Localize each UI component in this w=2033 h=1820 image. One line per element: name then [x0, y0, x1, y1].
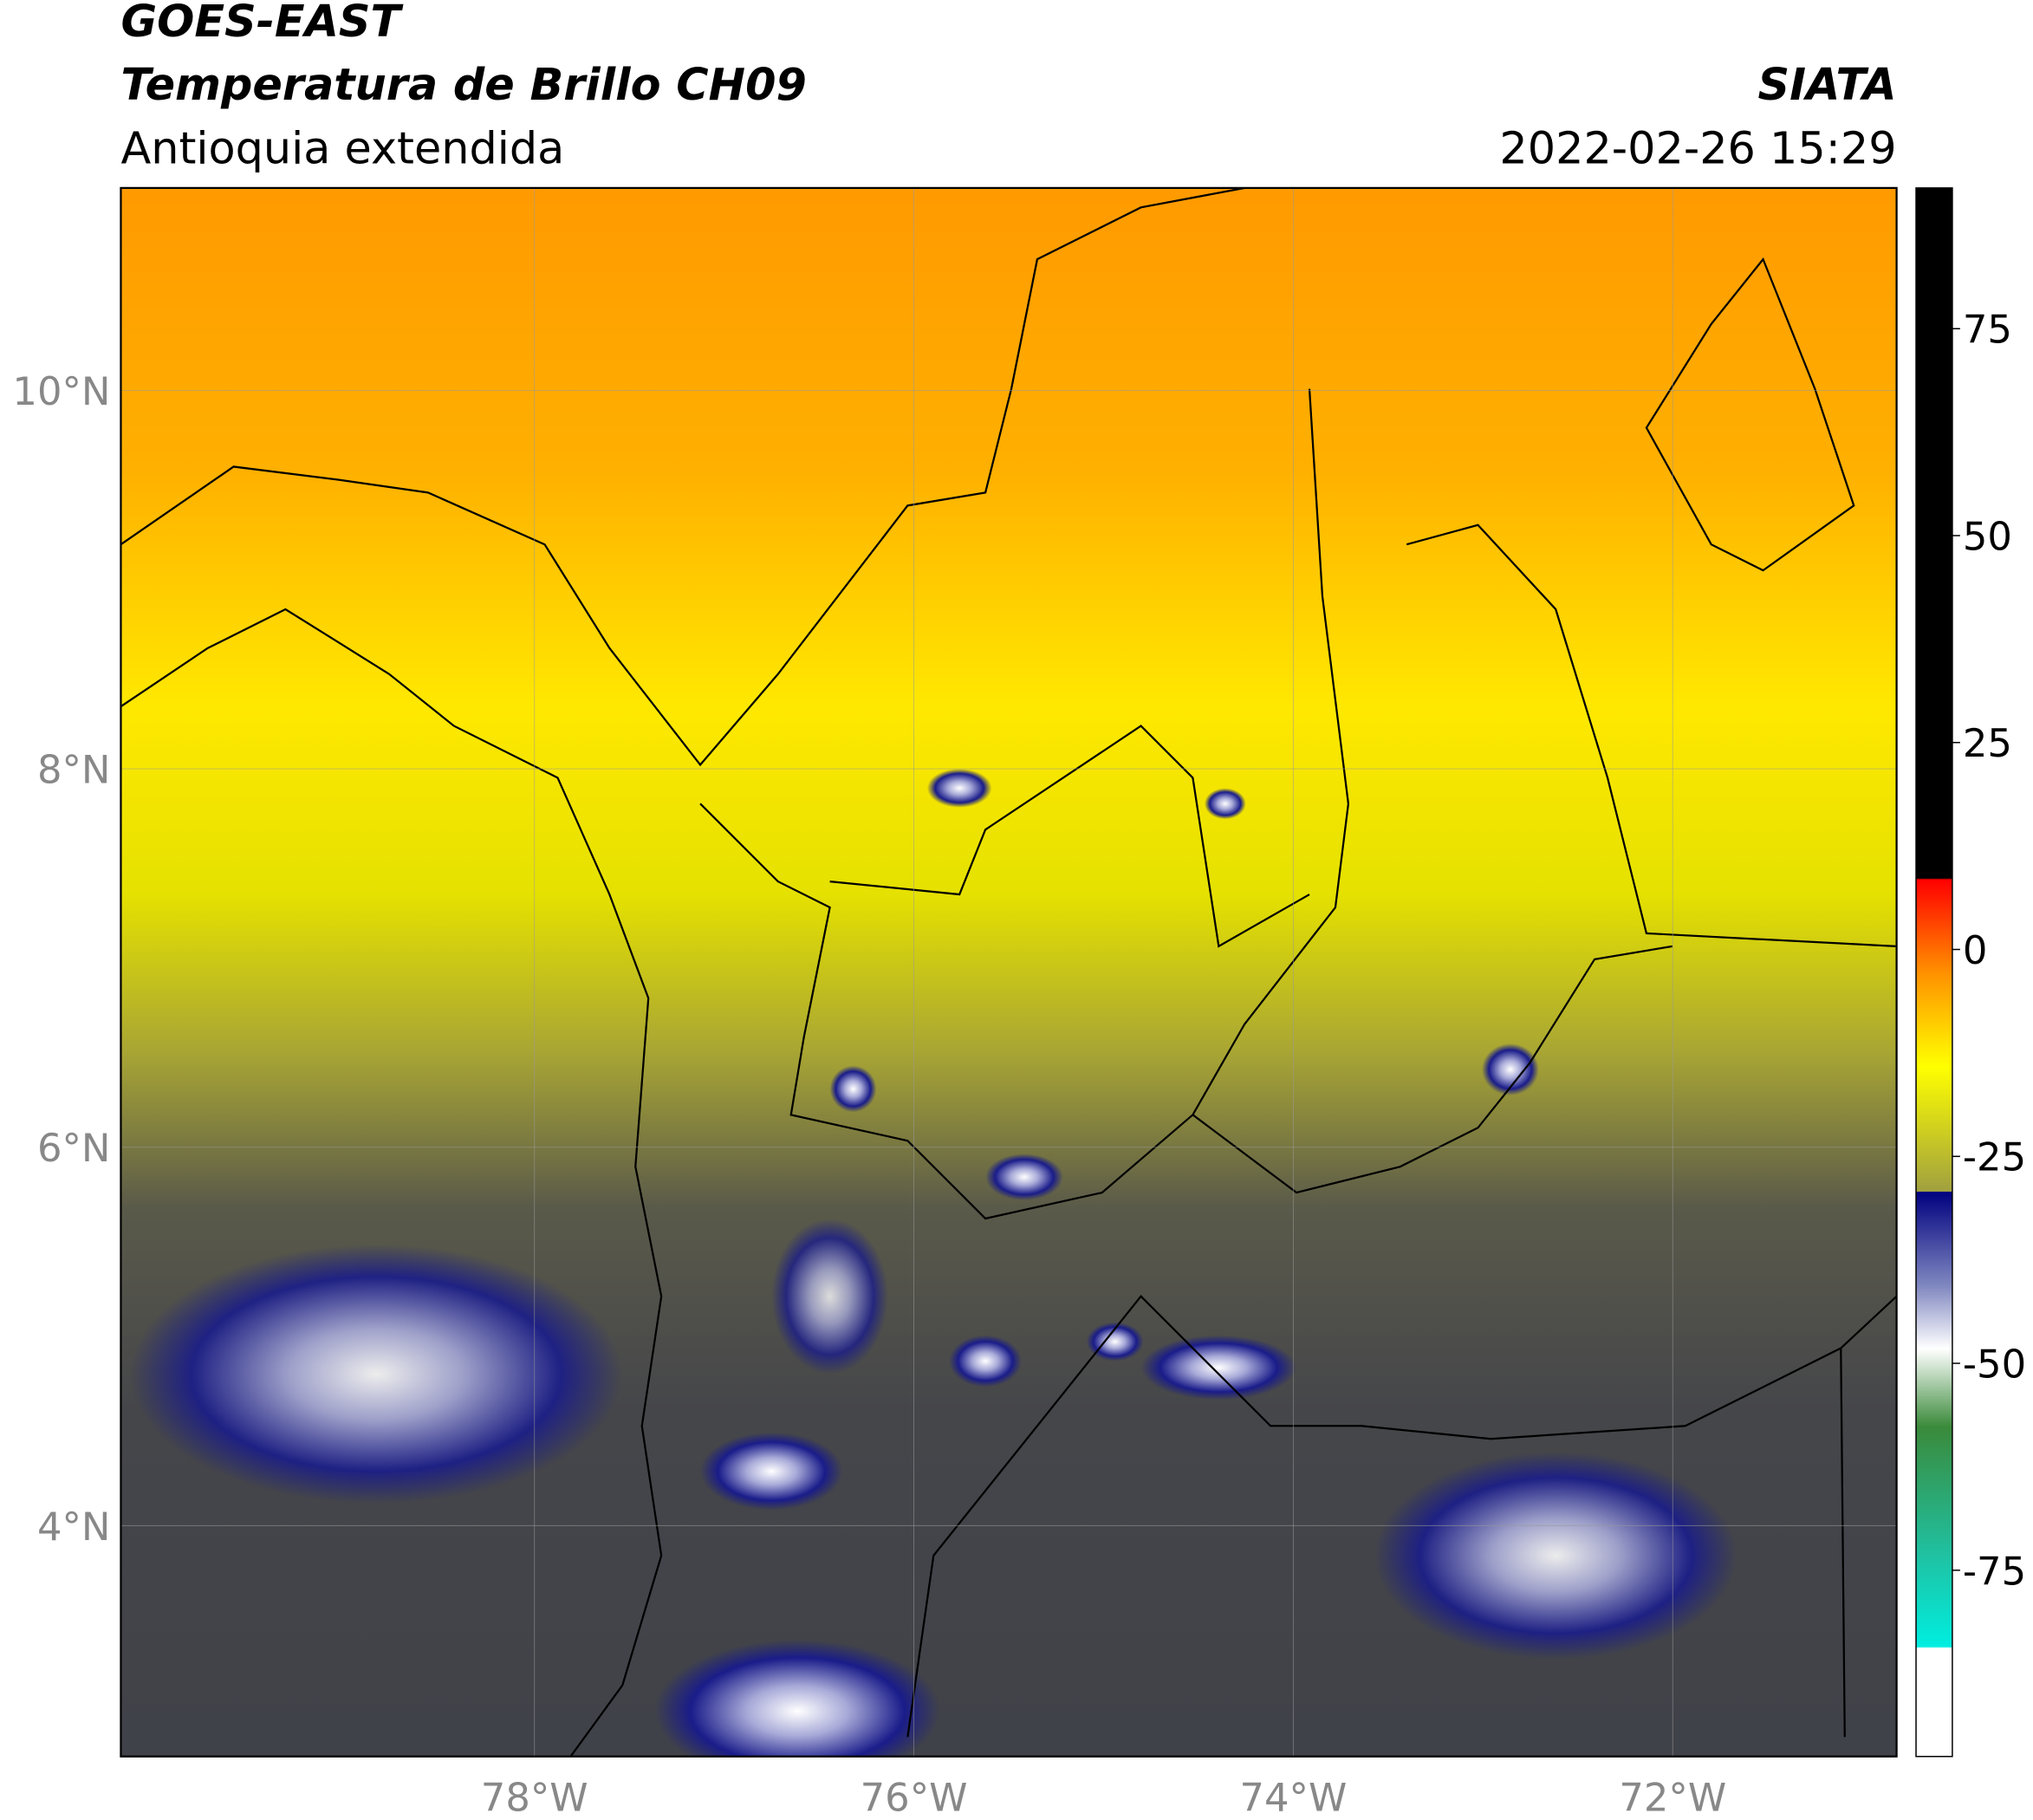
y-tick-label: 10°N — [12, 368, 110, 414]
colorbar-tick-label: 0 — [1963, 927, 1988, 973]
y-tick-label: 4°N — [37, 1504, 111, 1550]
grid — [120, 187, 1897, 1757]
colorbar-tick-label: -25 — [1963, 1134, 2026, 1180]
cloud — [829, 1065, 877, 1113]
y-tick-label: 8°N — [37, 747, 111, 793]
coastline — [120, 187, 1245, 767]
x-tick-label: 72°W — [1619, 1775, 1726, 1820]
cloud — [926, 768, 992, 808]
cloud — [985, 1154, 1063, 1201]
datetime: 2022-02-26 15:29 — [1499, 122, 1896, 173]
map-area — [120, 187, 1897, 1757]
region: Antioquia extendida — [120, 122, 564, 173]
x-tick-label: 74°W — [1239, 1775, 1347, 1820]
cloud — [1374, 1452, 1737, 1660]
border — [1840, 1348, 1846, 1738]
source: SIATA — [1757, 59, 1896, 110]
colorbar-tick-label: -50 — [1963, 1342, 2026, 1388]
colorbar-tick-label: 25 — [1963, 720, 2012, 766]
cloud — [654, 1640, 940, 1757]
cloud — [949, 1335, 1022, 1388]
coastline — [1645, 257, 1855, 572]
coastline — [120, 608, 663, 1757]
border — [699, 388, 1350, 1220]
boundaries — [120, 187, 1897, 1757]
title: GOES-EAST — [120, 0, 404, 47]
colorbar-tick-label: 75 — [1963, 307, 2012, 353]
border — [829, 725, 1310, 948]
subtitle: Temperatura de Brillo CH09 — [120, 59, 806, 110]
x-tick-label: 78°W — [481, 1775, 588, 1820]
clouds — [129, 768, 1737, 1757]
cloud — [771, 1218, 888, 1375]
map-frame — [120, 186, 1898, 1758]
cloud — [129, 1244, 623, 1505]
border — [1406, 523, 1897, 948]
colorbar-tick-label: -75 — [1963, 1548, 2026, 1594]
cloud — [1204, 788, 1246, 820]
colorbar-tick-label: 50 — [1963, 513, 2012, 559]
border — [1192, 945, 1673, 1194]
x-tick-label: 76°W — [861, 1775, 968, 1820]
cloud — [1140, 1335, 1297, 1401]
cloud — [1086, 1322, 1144, 1362]
y-tick-label: 6°N — [37, 1125, 111, 1171]
border — [906, 1295, 1897, 1738]
colorbar — [1915, 187, 1953, 1758]
axes: 78°W 76°W 74°W 72°W 10°N 8°N 6°N 4°N 75 50 25 0 -25 -… — [12, 307, 2026, 1820]
cloud — [1481, 1043, 1539, 1095]
cloud — [700, 1432, 843, 1511]
